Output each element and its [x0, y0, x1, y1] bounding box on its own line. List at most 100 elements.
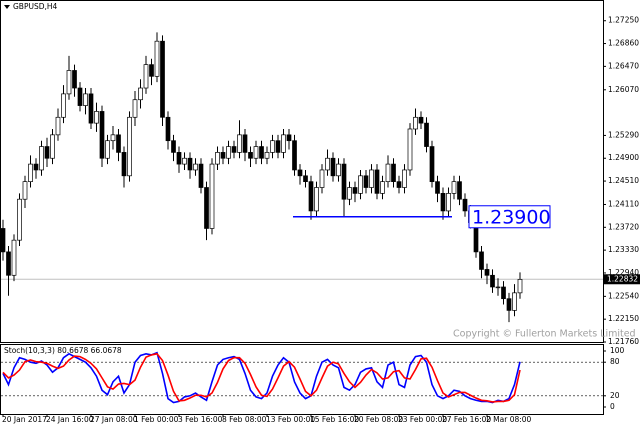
candle-body	[292, 140, 297, 171]
candle-body	[61, 93, 66, 118]
candle-body	[105, 140, 110, 159]
candle-body	[358, 175, 363, 194]
candle-body	[369, 169, 374, 188]
candle-body	[451, 181, 457, 194]
candle-body	[297, 169, 303, 177]
candle-body	[440, 193, 446, 212]
candle-body	[17, 198, 22, 241]
candle-body	[165, 116, 171, 142]
x-tick-label: 24 Jan 16:00	[46, 415, 94, 424]
candle-body	[77, 87, 83, 106]
candle-body	[325, 157, 330, 171]
y-tick-label: 1.23720	[608, 222, 639, 231]
candle-body	[176, 152, 182, 165]
candle-body	[22, 181, 28, 200]
candle-body	[242, 134, 248, 153]
indicator-tick-label: 20	[610, 391, 620, 400]
candle-body	[248, 152, 253, 159]
candle-body	[116, 134, 121, 153]
indicator-line	[2, 352, 521, 403]
main-pane	[0, 0, 604, 343]
candle-body	[160, 40, 165, 118]
candle-body	[193, 163, 198, 171]
candle-body	[385, 163, 391, 183]
candle-body	[66, 70, 72, 95]
y-tick-label: 1.24900	[608, 153, 639, 162]
candle-body	[171, 140, 176, 153]
indicator-tick-label: 0	[610, 402, 615, 411]
candle-body	[204, 187, 209, 229]
x-tick-label: 27 Feb 16:00	[442, 415, 491, 424]
candle-body	[506, 298, 512, 311]
indicator-tick-label: 100	[610, 346, 625, 355]
y-tick-label: 1.22150	[608, 314, 639, 323]
candle-body	[413, 116, 418, 130]
candle-body	[6, 251, 11, 276]
candle-body	[264, 152, 270, 159]
candle-body	[341, 163, 347, 200]
indicator-line	[2, 351, 521, 404]
candle-body	[319, 169, 325, 188]
indicator-pane	[0, 344, 604, 415]
candle-body	[28, 163, 33, 183]
y-tick-label: 1.22540	[608, 291, 639, 300]
x-tick-label: 20 Jan 2017	[2, 415, 47, 424]
x-tick-label: 3 Feb 16:00	[178, 415, 223, 424]
menu-arrow[interactable]	[4, 5, 10, 9]
candle-body	[424, 122, 429, 147]
candle-body	[44, 146, 50, 159]
indicator-tick-label: 80	[610, 357, 620, 366]
candle-body	[270, 140, 275, 153]
current-price-box	[604, 274, 640, 285]
y-tick-label: 1.26070	[608, 85, 639, 94]
candle-body	[479, 251, 484, 270]
candle-body	[308, 181, 314, 212]
candle-body	[259, 146, 264, 159]
candle-body	[226, 146, 231, 159]
candle-body	[435, 181, 440, 194]
x-tick-label: 15 Feb 16:00	[310, 415, 359, 424]
candle-body	[490, 274, 495, 288]
y-tick-label: 1.24110	[608, 199, 639, 208]
y-tick-label: 1.26860	[608, 39, 639, 48]
level-box	[468, 205, 551, 229]
candle-body	[94, 111, 99, 124]
candle-body	[352, 187, 358, 194]
candle-body	[275, 140, 281, 153]
candle-body	[198, 163, 204, 188]
candle-body	[314, 187, 319, 212]
candle-body	[512, 292, 517, 311]
candle-body	[132, 99, 138, 118]
candle-body	[0, 228, 6, 253]
candle-body	[396, 181, 402, 188]
candle-body	[215, 152, 220, 165]
candle-body	[110, 134, 116, 142]
candle-body	[83, 93, 88, 106]
y-tick-label: 1.27250	[608, 16, 639, 25]
indicator-label: Stoch(10,3,3) 80.6678 66.0678	[4, 346, 122, 355]
candle-body	[303, 175, 308, 183]
candle-body	[88, 93, 94, 124]
candle-body	[374, 169, 380, 194]
candle-body	[286, 134, 292, 142]
candle-body	[457, 181, 462, 200]
candle-body	[99, 111, 105, 159]
candle-body	[446, 193, 451, 212]
candle-body	[484, 269, 490, 276]
candle-body	[149, 64, 154, 77]
candle-body	[418, 116, 424, 124]
x-tick-label: 1 Feb 00:00	[134, 415, 179, 424]
chart-title: GBPUSD,H4	[13, 2, 58, 11]
candle-body	[55, 116, 61, 136]
candle-body	[501, 286, 506, 300]
x-tick-label: 13 Feb 00:00	[266, 415, 315, 424]
y-tick-label: 1.21760	[608, 337, 639, 346]
y-tick-label: 1.23330	[608, 245, 639, 254]
copyright: Copyright © Fullerton Markets Limited	[453, 329, 636, 340]
candle-body	[407, 128, 413, 171]
candle-body	[495, 286, 501, 289]
candle-body	[347, 187, 352, 200]
candle-body	[330, 157, 336, 177]
candle-body	[336, 163, 341, 177]
